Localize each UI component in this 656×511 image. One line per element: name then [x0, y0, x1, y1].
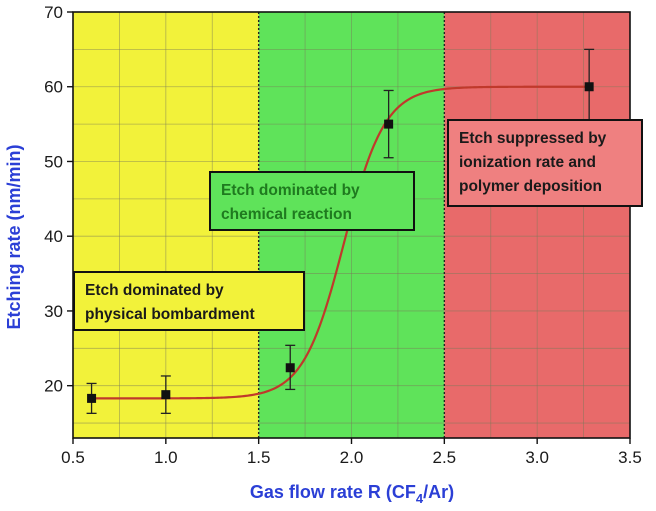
- annotation-frame: [209, 171, 415, 231]
- data-point-1: [87, 393, 97, 403]
- x-axis-title: Gas flow rate R (CF4/Ar): [250, 482, 454, 506]
- x-tick-label: 3.0: [525, 448, 549, 467]
- y-tick-label: 30: [44, 302, 63, 321]
- annotation-line: ionization rate and: [459, 154, 596, 171]
- data-point-2: [161, 390, 171, 400]
- annotation-box-2: Etch dominated by chemical reaction: [209, 171, 415, 231]
- y-tick-labels: 20 30 40 50 60 70: [44, 3, 73, 396]
- annotation-line: Etch dominated by: [85, 282, 224, 299]
- fit-curve-group: [91, 85, 593, 400]
- annotation-box-1: Etch dominated by physical bombardment: [73, 271, 305, 331]
- y-tick-label: 20: [44, 377, 63, 396]
- x-tick-label: 3.5: [618, 448, 642, 467]
- annotation-line: Etch suppressed by: [459, 130, 607, 147]
- annotation-frame: [73, 271, 305, 331]
- x-tick-labels: 0.5 1.0 1.5 2.0 2.5 3.0 3.5: [61, 438, 642, 467]
- annotation-line: Etch dominated by: [221, 182, 360, 199]
- y-axis-title: Etching rate (nm/min): [4, 144, 24, 329]
- annotation-line: chemical reaction: [221, 206, 352, 223]
- fit-curve: [91, 85, 593, 400]
- data-point-4: [384, 119, 394, 129]
- y-tick-label: 40: [44, 227, 63, 246]
- data-point-3: [285, 363, 295, 373]
- annotation-frame: [447, 119, 643, 207]
- annotation-box-3: Etch suppressed by ionization rate and pol…: [447, 119, 643, 207]
- y-tick-label: 60: [44, 78, 63, 97]
- x-tick-label: 0.5: [61, 448, 85, 467]
- x-tick-label: 1.0: [154, 448, 178, 467]
- annotation-line: physical bombardment: [85, 306, 255, 323]
- x-tick-label: 1.5: [247, 448, 271, 467]
- y-tick-label: 70: [44, 3, 63, 22]
- data-point-5: [584, 82, 594, 92]
- x-tick-label: 2.5: [433, 448, 457, 467]
- y-tick-label: 50: [44, 152, 63, 171]
- data-points: [87, 82, 594, 403]
- annotation-line: polymer deposition: [459, 178, 602, 195]
- x-tick-label: 2.0: [340, 448, 364, 467]
